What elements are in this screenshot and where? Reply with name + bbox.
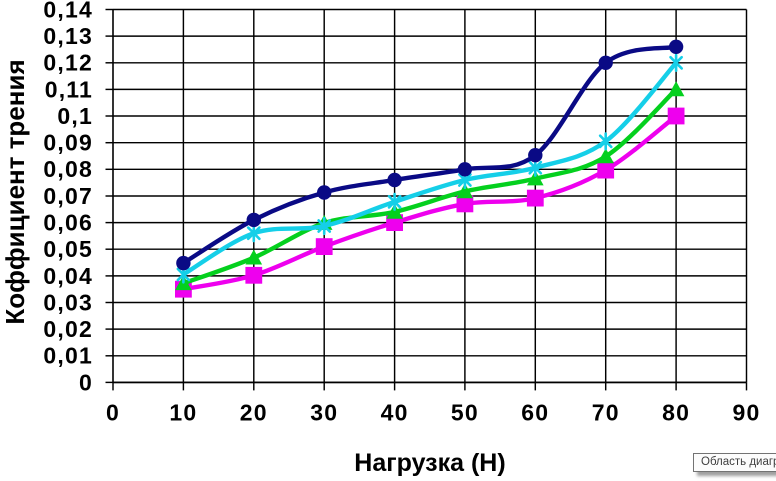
svg-text:0,1: 0,1 [57, 103, 93, 129]
svg-text:0,11: 0,11 [45, 76, 93, 102]
svg-text:80: 80 [662, 400, 690, 426]
svg-text:Коффициент трения: Коффициент трения [0, 59, 30, 324]
svg-text:60: 60 [521, 400, 549, 426]
svg-text:0,13: 0,13 [43, 23, 93, 49]
svg-text:70: 70 [592, 400, 620, 426]
svg-text:0,12: 0,12 [43, 50, 93, 76]
svg-text:0,09: 0,09 [43, 130, 93, 156]
svg-text:0,07: 0,07 [43, 183, 93, 209]
svg-text:0: 0 [106, 400, 120, 426]
svg-text:0,02: 0,02 [43, 316, 93, 342]
svg-text:0,01: 0,01 [43, 343, 93, 369]
svg-text:0,03: 0,03 [43, 289, 93, 315]
svg-text:0,14: 0,14 [43, 0, 93, 22]
svg-text:10: 10 [169, 400, 197, 426]
svg-text:0: 0 [79, 369, 93, 395]
svg-text:0,06: 0,06 [43, 210, 93, 236]
svg-text:0,05: 0,05 [43, 236, 93, 262]
svg-text:Нагрузка (Н): Нагрузка (Н) [354, 449, 505, 477]
svg-text:90: 90 [733, 400, 761, 426]
svg-text:0,04: 0,04 [43, 263, 93, 289]
svg-text:30: 30 [310, 400, 338, 426]
svg-text:40: 40 [381, 400, 409, 426]
svg-text:50: 50 [451, 400, 479, 426]
svg-text:20: 20 [240, 400, 268, 426]
svg-text:0,08: 0,08 [43, 156, 93, 182]
